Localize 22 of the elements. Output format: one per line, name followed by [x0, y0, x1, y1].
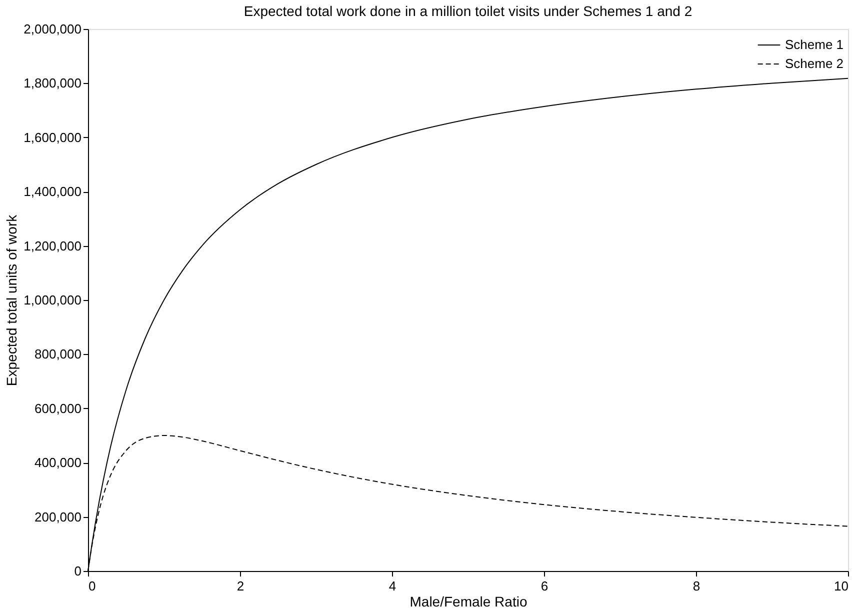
- y-tick-label: 1,200,000: [24, 238, 82, 254]
- y-tick-label: 800,000: [34, 346, 82, 362]
- x-tick-label: 6: [540, 578, 548, 594]
- x-tick-label: 8: [692, 578, 700, 594]
- y-tick-label: 1,800,000: [24, 76, 82, 91]
- y-axis-title: Expected total units of work: [4, 214, 20, 386]
- chart-title: Expected total work done in a million toilet visits under Schemes 1 and 2: [244, 3, 692, 19]
- y-tick-label: 600,000: [34, 400, 82, 416]
- legend-label: Scheme 2: [785, 56, 844, 71]
- y-tick-label: 0: [74, 564, 82, 578]
- y-tick-label: 200,000: [34, 509, 82, 524]
- y-tick-label: 1,600,000: [24, 130, 82, 145]
- x-tick-label: 2: [236, 578, 244, 594]
- y-tick-label: 1,000,000: [24, 292, 82, 308]
- x-tick-label: 0: [88, 578, 96, 594]
- y-tick-label: 1,400,000: [24, 184, 82, 200]
- x-tick-label: 10: [834, 578, 848, 594]
- legend-label: Scheme 1: [785, 37, 844, 52]
- x-tick-label: 4: [388, 578, 396, 594]
- y-tick-label: 2,000,000: [24, 22, 82, 36]
- x-axis-title: Male/Female Ratio: [410, 594, 528, 610]
- y-tick-label: 400,000: [34, 455, 82, 470]
